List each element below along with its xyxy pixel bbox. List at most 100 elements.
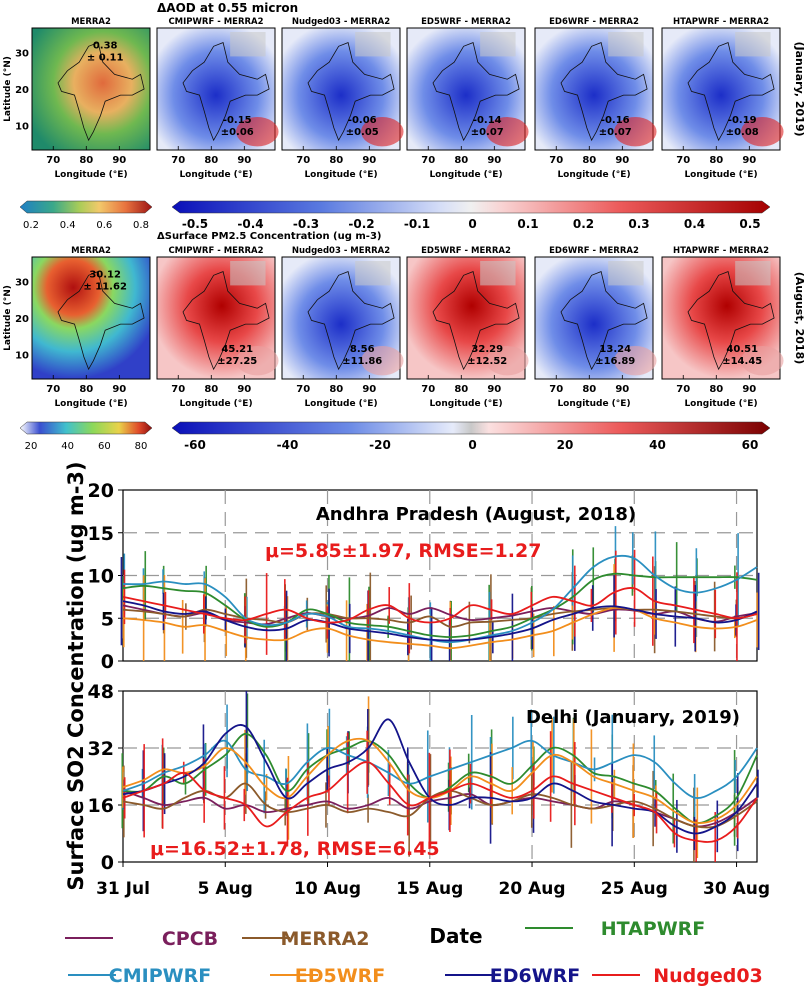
map-stat-mean: -0.16 bbox=[601, 115, 630, 126]
map-grey-patch bbox=[355, 32, 391, 57]
map-xtick-label: 90 bbox=[362, 155, 376, 166]
map-xtick-label: 80 bbox=[709, 155, 723, 166]
y-tick-label: 16 bbox=[88, 795, 114, 817]
map-panel-title: HTAPWRF - MERRA2 bbox=[673, 17, 769, 27]
map-stat-sd: ± 11.62 bbox=[83, 282, 127, 293]
colorbar-diverging bbox=[171, 200, 771, 214]
legend-label: ED6WRF bbox=[490, 965, 581, 987]
legend-label: CPCB bbox=[162, 928, 218, 950]
map-row-title: ΔSurface PM2.5 Concentration (ug m-3) bbox=[157, 231, 381, 242]
series-line-CMIPWRF bbox=[122, 554, 758, 644]
map-xtick-label: 70 bbox=[549, 155, 563, 166]
map-panel-2: Nudged03 - MERRA2 -0.06±0.05 70 80 90 Longitu… bbox=[281, 17, 404, 180]
map-panel-field bbox=[31, 27, 151, 151]
colorbar-div-tick: -40 bbox=[277, 438, 299, 452]
colorbar-div-tick: -0.5 bbox=[182, 217, 208, 231]
map-grey-patch bbox=[608, 32, 644, 57]
map-ytick-label: 20 bbox=[15, 85, 29, 96]
colorbar-seq-tick: 20 bbox=[25, 441, 38, 452]
map-grey-patch bbox=[355, 261, 391, 286]
map-panel-title: Nudged03 - MERRA2 bbox=[292, 246, 390, 256]
map-xtick-label: 90 bbox=[487, 384, 501, 395]
map-rows: ΔAOD at 0.55 micron (January, 2019) Latitu… bbox=[3, 1, 805, 452]
map-xtick-label: 70 bbox=[676, 155, 690, 166]
map-ytick-label: 10 bbox=[15, 122, 29, 133]
colorbar-div-tick: -60 bbox=[184, 438, 206, 452]
legend-label: HTAPWRF bbox=[601, 918, 706, 940]
colorbar-div-tick: -20 bbox=[369, 438, 391, 452]
map-outline bbox=[182, 271, 270, 371]
map-colorbars: 0.2 0.4 0.6 0.8 -0.5 -0.4 -0.3 -0.2 -0.1 0 0.1 0.2 0… bbox=[19, 200, 771, 231]
map-panel-title: CMIPWRF - MERRA2 bbox=[168, 17, 263, 27]
series-line-Nudged03 bbox=[122, 587, 758, 624]
map-stat-sd: ±27.25 bbox=[217, 356, 257, 367]
map-xtick-label: 80 bbox=[709, 384, 723, 395]
map-grey-patch bbox=[480, 32, 516, 57]
colorbar-div-tick: 0 bbox=[468, 438, 476, 452]
map-xtick-label: 80 bbox=[79, 155, 93, 166]
map-stat-sd: ±0.06 bbox=[221, 127, 254, 138]
map-ytick-label: 10 bbox=[15, 351, 29, 362]
map-xlabel: Longitude (°E) bbox=[179, 399, 252, 409]
series-line-ED5WRF bbox=[122, 737, 758, 825]
x-tick-label: 31 Jul bbox=[96, 879, 150, 899]
legend-label: MERRA2 bbox=[280, 928, 369, 950]
colorbar-seq-tick: 40 bbox=[61, 441, 74, 452]
map-patch bbox=[741, 117, 784, 147]
x-tick-label: 5 Aug bbox=[198, 879, 253, 899]
map-panel-0: MERRA2 0.38± 0.11 70 80 90 Longitude (°E) 30 20… bbox=[15, 17, 151, 180]
x-tick-label: 25 Aug bbox=[601, 879, 668, 899]
map-panel-3: ED5WRF - MERRA2 32.29±12.52 70 80 90 Longitud… bbox=[406, 246, 529, 409]
map-xtick-label: 80 bbox=[204, 384, 218, 395]
colorbar-diverging bbox=[171, 421, 771, 435]
map-panel-5: HTAPWRF - MERRA2 -0.19±0.08 70 80 90 Longitud… bbox=[661, 17, 784, 180]
map-stat-mean: 45.21 bbox=[221, 344, 253, 355]
colorbar-seq-tick: 0.8 bbox=[133, 220, 149, 231]
y-axis-label: Surface SO2 Concentration (ug m-3) bbox=[64, 461, 88, 890]
map-row-pm25: ΔSurface PM2.5 Concentration (ug m-3) (Au… bbox=[3, 231, 805, 452]
map-row-title: ΔAOD at 0.55 micron bbox=[157, 1, 298, 15]
colorbar-div-tick: -0.3 bbox=[293, 217, 319, 231]
map-stat-mean: 32.29 bbox=[471, 344, 503, 355]
map-xlabel: Longitude (°E) bbox=[179, 170, 252, 180]
map-xtick-label: 70 bbox=[46, 384, 60, 395]
legend-item-Nudged03: Nudged03 bbox=[592, 965, 763, 987]
map-panel-5: HTAPWRF - MERRA2 40.51±14.45 70 80 90 Longitu… bbox=[661, 246, 784, 409]
map-xtick-label: 90 bbox=[742, 384, 756, 395]
colorbar-div-tick: 0.1 bbox=[517, 217, 538, 231]
map-panel-title: ED6WRF - MERRA2 bbox=[549, 246, 639, 256]
map-outline bbox=[687, 42, 775, 142]
map-xtick-label: 90 bbox=[362, 384, 376, 395]
map-ytick-label: 30 bbox=[15, 48, 29, 59]
map-patch bbox=[486, 117, 529, 147]
map-stat-mean: 30.12 bbox=[89, 270, 121, 281]
legend-item-ED5WRF: ED5WRF bbox=[270, 965, 385, 987]
map-xlabel: Longitude (°E) bbox=[54, 170, 127, 180]
colorbar-sequential bbox=[19, 200, 153, 214]
legend-item-CMIPWRF: CMIPWRF bbox=[68, 965, 211, 987]
map-outline bbox=[560, 271, 648, 371]
series-line-MERRA2 bbox=[122, 782, 758, 829]
map-xtick-label: 90 bbox=[615, 155, 629, 166]
map-xlabel: Longitude (°E) bbox=[557, 399, 630, 409]
map-panel-1: CMIPWRF - MERRA2 -0.15±0.06 70 80 90 Longitud… bbox=[156, 17, 279, 180]
map-ytick-label: 20 bbox=[15, 314, 29, 325]
chart-annotation: μ=16.52±1.78, RMSE=6.45 bbox=[150, 838, 440, 860]
x-tick-label: 30 Aug bbox=[703, 879, 770, 899]
map-stat-sd: ± 0.11 bbox=[87, 53, 124, 64]
map-ytick-label: 30 bbox=[15, 277, 29, 288]
map-outline bbox=[307, 42, 395, 142]
colorbar-sequential bbox=[19, 421, 153, 435]
map-outline bbox=[182, 42, 270, 142]
map-stat-sd: ±0.05 bbox=[346, 127, 379, 138]
legend-label: Nudged03 bbox=[653, 965, 763, 987]
map-stat-mean: 0.38 bbox=[93, 41, 118, 52]
x-tick-label: 10 Aug bbox=[294, 879, 361, 899]
legend-item-MERRA2: MERRA2 bbox=[242, 928, 370, 950]
map-xtick-label: 80 bbox=[79, 384, 93, 395]
map-xtick-label: 80 bbox=[454, 384, 468, 395]
map-outline bbox=[57, 271, 145, 371]
series-line-ED6WRF bbox=[122, 600, 758, 642]
map-grey-patch bbox=[230, 261, 266, 286]
colorbar-div-tick: 0 bbox=[468, 217, 476, 231]
